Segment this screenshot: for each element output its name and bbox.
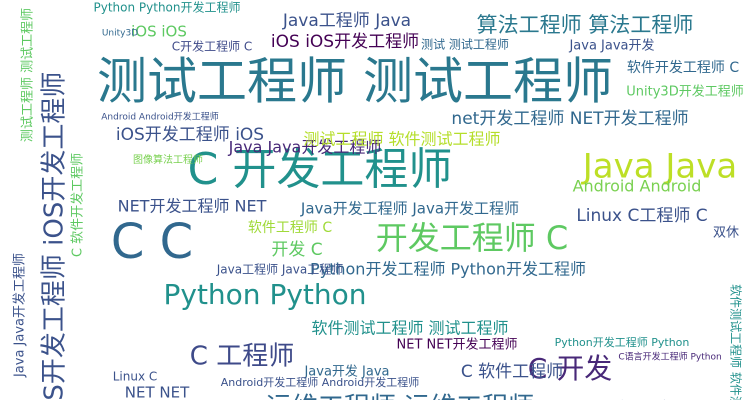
word: C 工程师	[190, 342, 294, 372]
word: Java开发工程师 Java	[567, 399, 711, 400]
word: iOS iOS	[131, 23, 187, 41]
word: 算法工程师 算法工程师	[477, 13, 694, 37]
word: iOS开发工程师 iOS开发工程师	[40, 72, 70, 400]
word: 开发 C	[271, 240, 322, 260]
word: C 开发工程师	[188, 144, 453, 195]
word: Python Python	[163, 278, 366, 311]
word: net开发工程师 NET开发工程师	[451, 109, 688, 129]
word: Java开发工程师 Java开发工程师	[300, 200, 519, 218]
word: 运维工程师 运维工程师	[266, 393, 534, 400]
word: 测试工程师 软件测试工程师	[303, 130, 500, 149]
word: Linux C	[113, 370, 158, 384]
word: Python开发工程师 Python开发工程师	[310, 260, 586, 279]
word: 软件测试工程师 软件测试	[729, 284, 744, 400]
word: C C	[111, 214, 193, 270]
word: Android Android	[573, 177, 702, 196]
word: Unity3D	[102, 29, 138, 39]
word: Java Java开发工程师	[228, 138, 382, 157]
word: 测试 测试工程师	[421, 37, 509, 52]
word: Java Java	[581, 147, 737, 187]
word: C语言开发工程师 Python	[618, 351, 721, 363]
word: Java工程师 Java工程师	[216, 262, 344, 277]
word: C 软件工程师	[461, 362, 563, 382]
word: iOS开发工程师 iOS	[116, 125, 264, 145]
word: Android开发工程师 Android开发工程师	[221, 375, 420, 389]
word: Java开发 Java	[303, 364, 389, 380]
word: Python Python开发工程师	[93, 0, 240, 15]
word: Linux C工程师 C	[576, 206, 707, 226]
word: Java工程师 Java	[282, 11, 411, 31]
word: 开发工程师 C	[376, 219, 569, 257]
word: NET NET开发工程师	[397, 337, 518, 353]
word: Java Java开发工程师	[12, 253, 28, 378]
word: 测试工程师 测试工程师	[97, 53, 613, 111]
word: Java Java开发	[568, 38, 654, 54]
word: Android Android开发工程师	[101, 111, 218, 123]
word: 图像算法工程师	[133, 153, 203, 166]
word: 软件工程师 C	[248, 220, 332, 236]
word: C 开发	[528, 352, 612, 385]
word: 测试工程师 测试工程师	[21, 8, 36, 142]
word: 双休	[713, 226, 739, 241]
word: C 软件开发工程师	[70, 153, 86, 257]
word: 软件测试工程师 测试工程师	[311, 319, 508, 338]
word: 软件开发工程师 C	[627, 60, 739, 76]
word: NET NET	[125, 384, 190, 400]
word: Python开发工程师 Python	[555, 335, 690, 349]
word: Unity3D开发工程师	[626, 84, 743, 100]
word: NET开发工程师 NET	[118, 197, 267, 216]
word: C开发工程师 C	[172, 39, 253, 54]
word: iOS iOS开发工程师	[271, 32, 419, 52]
